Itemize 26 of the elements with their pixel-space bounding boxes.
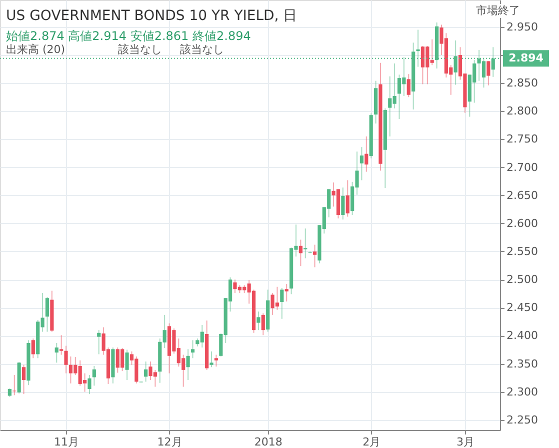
y-tick-label: 2.300 <box>506 385 538 398</box>
y-tick-label: 2.350 <box>506 357 538 370</box>
ref-line-label: 2.894 <box>508 51 544 64</box>
y-tick-label: 2.750 <box>506 132 538 146</box>
x-tick-label: 3月 <box>456 436 474 448</box>
y-tick-label: 2.550 <box>506 244 538 258</box>
annotation: 出来高 (20) <box>6 43 66 56</box>
text: US GOVERNMENT BONDS 10 YR YIELD, 日 <box>6 8 298 24</box>
y-tick-label: 2.450 <box>506 301 538 314</box>
y-tick-label: 2.800 <box>506 104 538 118</box>
y-tick-label: 2.250 <box>506 413 538 426</box>
y-tick-label: 2.950 <box>506 20 538 34</box>
x-tick-label: 12月 <box>157 436 182 448</box>
x-tick-label: 2月 <box>362 436 381 448</box>
annotation: 市場終了 <box>476 4 520 17</box>
x-tick-label: 2018 <box>254 436 282 448</box>
text: 始値2.874 高値2.914 安値2.861 終値2.894 <box>6 29 251 43</box>
annotation: 該当なし <box>180 43 224 56</box>
x-tick-label: 11月 <box>54 436 80 448</box>
y-tick-label: 2.500 <box>506 273 538 286</box>
y-tick-label: 2.400 <box>506 329 538 342</box>
y-tick-label: 2.850 <box>506 76 538 90</box>
y-tick-label: 2.700 <box>506 160 538 174</box>
annotation: 該当なし <box>118 43 162 56</box>
y-tick-label: 2.600 <box>506 216 538 230</box>
y-tick-label: 2.650 <box>506 188 538 202</box>
